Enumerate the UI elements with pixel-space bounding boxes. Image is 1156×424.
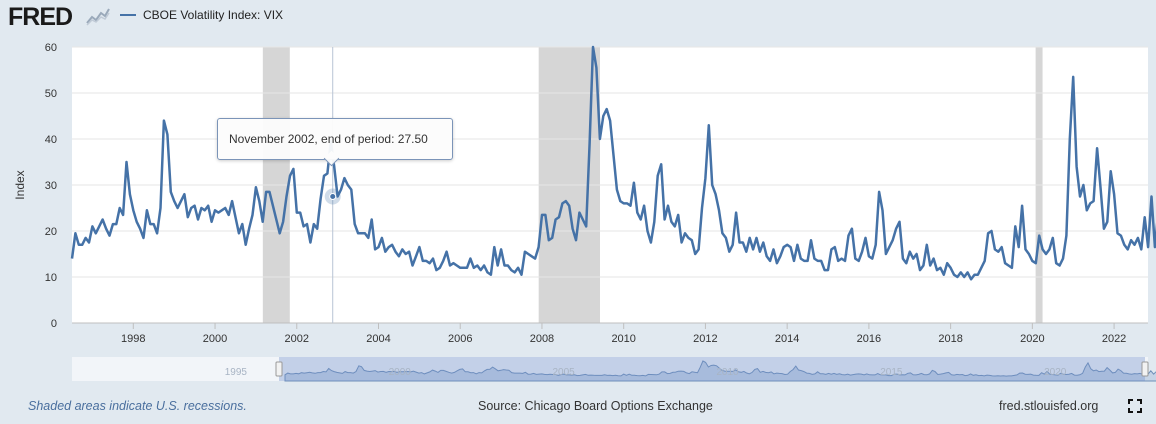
navigator-area xyxy=(284,360,1156,382)
navigator-tick-label: 2020 xyxy=(1044,367,1067,378)
navigator[interactable]: 1995 2000 2005 2010 2015 2020 xyxy=(72,357,1156,382)
y-tick-label: 60 xyxy=(45,42,57,54)
navigator-tick-label: 2010 xyxy=(716,367,739,378)
x-tick-label: 1998 xyxy=(121,333,145,345)
tooltip-date: November 2002, end of period: xyxy=(229,132,398,146)
grid-lines xyxy=(72,46,1148,324)
x-tick-label: 2004 xyxy=(366,333,390,345)
navigator-tick-label: 1995 xyxy=(225,367,248,378)
y-tick-label: 50 xyxy=(45,88,57,100)
navigator-tick-label: 2015 xyxy=(880,367,903,378)
header: FRED CBOE Volatility Index: VIX xyxy=(0,0,1156,34)
tooltip-text: November 2002, end of period: 27.50 xyxy=(229,132,428,146)
navigator-handle-left xyxy=(275,361,283,377)
y-tick-label: 40 xyxy=(45,134,57,146)
y-tick-label: 30 xyxy=(45,180,57,192)
navigator-ticks: 1995 2000 2005 2010 2015 2020 xyxy=(225,367,1067,378)
navigator-tick-label: 2005 xyxy=(552,367,575,378)
x-tick-label: 2000 xyxy=(203,333,227,345)
chart[interactable]: 0 10 20 30 40 50 60 1998 2000 2002 2004 2006 2008 20… xyxy=(0,34,1156,384)
source-text[interactable]: Source: Chicago Board Options Exchange xyxy=(478,399,713,413)
tooltip: November 2002, end of period: 27.50 xyxy=(217,118,453,167)
y-axis-ticks: 0 10 20 30 40 50 60 xyxy=(45,42,57,330)
x-tick-label: 2020 xyxy=(1020,333,1044,345)
site-link[interactable]: fred.stlouisfed.org xyxy=(999,399,1099,413)
x-tick-label: 2018 xyxy=(938,333,962,345)
y-tick-label: 20 xyxy=(45,226,57,238)
navigator-handle-right xyxy=(1141,361,1149,377)
hover-marker xyxy=(329,193,337,200)
y-tick-label: 0 xyxy=(51,318,57,330)
fred-logo-chart-icon[interactable] xyxy=(86,6,110,26)
fullscreen-icon[interactable] xyxy=(1128,399,1142,413)
x-tick-label: 2014 xyxy=(775,333,799,345)
navigator-selection xyxy=(279,357,1145,381)
y-axis-label: Index xyxy=(13,170,27,199)
series-line xyxy=(70,45,1156,281)
x-axis-ticks: 1998 2000 2002 2004 2006 2008 2010 2012 2014 2016… xyxy=(121,323,1126,345)
legend[interactable]: CBOE Volatility Index: VIX xyxy=(120,8,283,22)
x-tick-label: 2016 xyxy=(857,333,881,345)
x-tick-label: 2002 xyxy=(285,333,309,345)
x-tick-label: 2008 xyxy=(530,333,554,345)
fred-logo[interactable]: FRED xyxy=(8,3,73,31)
x-tick-label: 2012 xyxy=(693,333,717,345)
x-tick-label: 2010 xyxy=(611,333,635,345)
y-tick-label: 10 xyxy=(45,272,57,284)
legend-label: CBOE Volatility Index: VIX xyxy=(143,8,284,22)
x-tick-label: 2022 xyxy=(1102,333,1126,345)
recession-note: Shaded areas indicate U.S. recessions. xyxy=(28,399,247,413)
x-tick-label: 2006 xyxy=(448,333,472,345)
navigator-tick-label: 2000 xyxy=(389,367,412,378)
tooltip-value: 27.50 xyxy=(397,132,428,146)
legend-swatch xyxy=(120,14,136,16)
